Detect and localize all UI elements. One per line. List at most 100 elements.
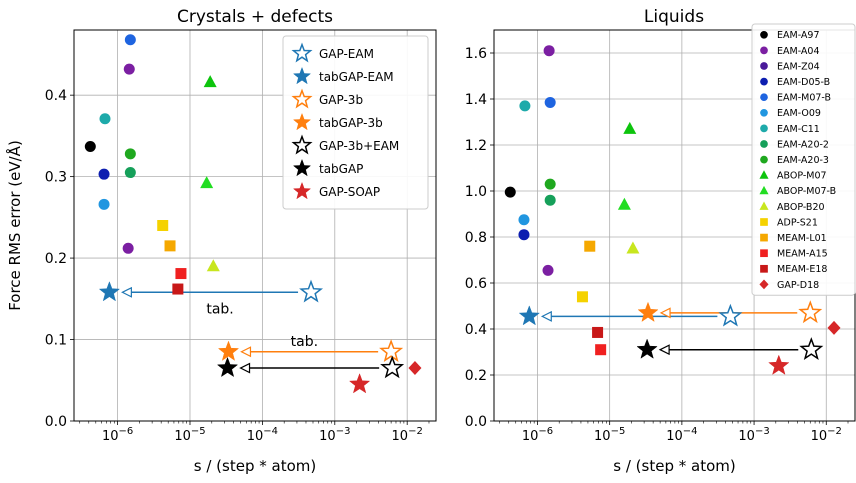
- y-tick-label: 1.6: [465, 46, 487, 62]
- legend-label: MEAM-E18: [777, 264, 827, 275]
- legend-box: [751, 23, 856, 296]
- data-point-eam-a04: [123, 63, 135, 75]
- arrow-label: tab.: [206, 302, 233, 318]
- legend-label: EAM-C11: [777, 124, 820, 135]
- y-tick-label: 0.4: [45, 88, 67, 104]
- legend-marker: [760, 124, 768, 133]
- data-point-eam-a20-3: [124, 148, 136, 160]
- legend-marker: [760, 62, 768, 70]
- legend-marker: [291, 134, 313, 155]
- legend-marker: [292, 181, 312, 200]
- x-tick-label: 10−3: [319, 426, 350, 444]
- legend-marker: [760, 140, 768, 148]
- legend-marker: [760, 108, 768, 117]
- data-point-gap-eam: [718, 303, 743, 327]
- data-point-gap-soap: [768, 354, 790, 375]
- y-axis-label: Force RMS error (eV/Å): [5, 140, 24, 311]
- y-tick-label: 0.0: [45, 414, 67, 430]
- legend-label: tabGAP-3b: [319, 116, 383, 130]
- x-tick-label: 10−6: [522, 426, 553, 444]
- x-tick-label: 10−5: [174, 426, 205, 444]
- legend-label: GAP-D18: [777, 280, 819, 291]
- data-point-meam-a15: [595, 344, 607, 356]
- data-point-eam-m07-b: [544, 96, 556, 108]
- legend-label: EAM-A20-3: [777, 155, 829, 166]
- legend-marker: [759, 185, 769, 195]
- y-tick-label: 0.8: [465, 230, 487, 246]
- legend-marker: [759, 170, 769, 179]
- data-point-adp-s21: [157, 220, 169, 231]
- legend-label: GAP-SOAP: [319, 185, 380, 199]
- arrow-head: [659, 307, 671, 319]
- chart-title: Crystals + defects: [177, 7, 333, 27]
- data-point-gap-eam: [299, 279, 324, 303]
- y-tick-label: 0.2: [45, 251, 67, 267]
- data-point-gap-3b: [379, 339, 404, 363]
- arrow-head: [658, 344, 670, 356]
- legend-label: EAM-A04: [777, 46, 820, 57]
- data-point-eam-d05-b: [518, 229, 530, 241]
- legend-marker: [291, 88, 313, 109]
- y-tick-label: 0.2: [465, 368, 487, 384]
- x-tick-label: 10−3: [738, 426, 769, 444]
- legend-label: ABOP-M07: [777, 171, 827, 182]
- data-point-eam-o09: [518, 214, 530, 226]
- y-tick-label: 0.3: [45, 170, 67, 186]
- data-point-tabgap-3b: [217, 340, 240, 361]
- data-point-abop-m07-b: [617, 197, 631, 210]
- x-tick-label: 10−5: [594, 426, 625, 444]
- legend-marker: [760, 30, 768, 39]
- x-tick-label: 10−2: [811, 426, 842, 444]
- data-point-eam-o09: [98, 198, 110, 210]
- legend-label: MEAM-A15: [777, 249, 828, 260]
- data-point-gap-d18: [827, 320, 841, 335]
- chart-title: Liquids: [644, 7, 704, 27]
- arrow-head: [121, 286, 132, 298]
- legend-label: EAM-M07-B: [777, 93, 831, 104]
- data-point-meam-l01: [164, 240, 176, 252]
- y-tick-label: 0.4: [465, 322, 487, 338]
- data-point-gap-3b+eam: [799, 337, 824, 360]
- x-tick-label: 10−4: [247, 426, 278, 444]
- data-point-meam-e18: [592, 326, 604, 338]
- legend-label: MEAM-L01: [777, 233, 827, 244]
- legend-marker: [760, 77, 768, 86]
- arrow-label: tab.: [291, 334, 318, 350]
- legend-label: tabGAP-EAM: [319, 70, 394, 84]
- data-point-gap-3b: [798, 300, 823, 324]
- legend-marker: [760, 46, 768, 55]
- data-point-eam-a97: [504, 186, 516, 198]
- legend-marker: [760, 249, 768, 258]
- legend-label: ABOP-B20: [777, 202, 825, 213]
- x-axis-label: s / (step * atom): [613, 457, 735, 475]
- legend-marker: [760, 93, 768, 102]
- crystals-defects-panel: 10−6 10−5 10−4 10−3 10−2 0.0 0.1 0.2 0.3 0.4 tab. t…: [5, 7, 437, 475]
- data-point-eam-a20-2: [124, 167, 136, 179]
- data-point-abop-m07: [623, 121, 637, 134]
- y-tick-label: 0.6: [465, 276, 487, 292]
- data-point-eam-m07-b: [124, 34, 136, 46]
- legend-marker: [291, 42, 313, 63]
- data-point-eam-a04: [542, 264, 554, 276]
- data-point-abop-m07-b: [200, 176, 214, 189]
- data-point-meam-l01: [584, 240, 596, 252]
- legend-marker: [759, 279, 769, 290]
- data-point-tabgap: [636, 338, 658, 359]
- legend-marker: [292, 66, 312, 85]
- legend-label: EAM-Z04: [777, 61, 820, 72]
- data-point-eam-a04: [543, 45, 555, 57]
- legend-marker: [760, 218, 768, 226]
- legend-label: GAP-3b: [319, 93, 363, 107]
- data-point-tabgap-eam: [98, 281, 121, 302]
- legend-marker: [760, 155, 768, 164]
- data-point-abop-b20: [206, 259, 220, 272]
- legend-label: EAM-A97: [777, 30, 820, 41]
- data-point-abop-b20: [626, 241, 640, 254]
- legend-label: GAP-3b+EAM: [319, 139, 399, 153]
- data-point-abop-m07: [203, 75, 217, 88]
- y-tick-label: 1.2: [465, 138, 487, 154]
- data-point-tabgap: [216, 356, 239, 378]
- legend-label: EAM-A20-2: [777, 139, 829, 150]
- y-tick-label: 1.4: [465, 92, 487, 108]
- arrow-head: [240, 346, 252, 358]
